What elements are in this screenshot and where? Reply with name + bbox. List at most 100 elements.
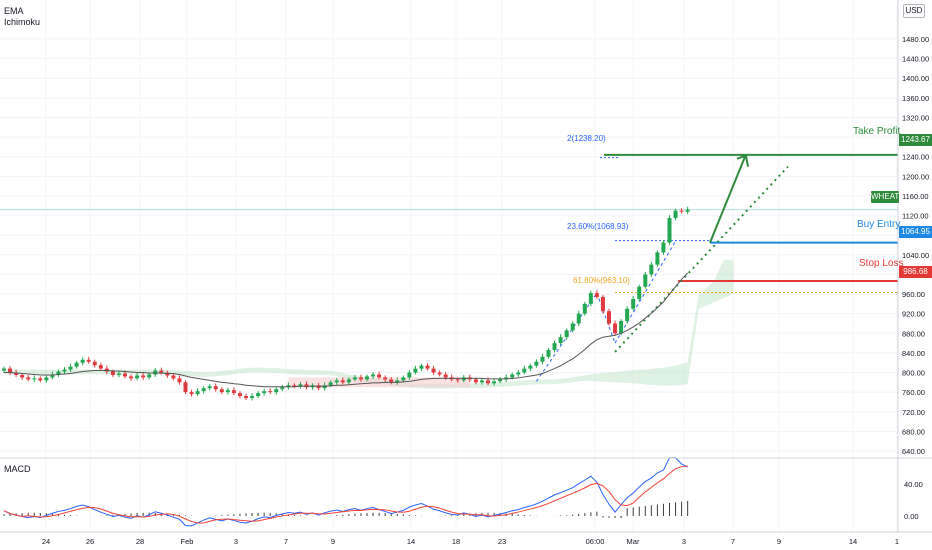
candle-body	[679, 210, 684, 212]
candles	[2, 206, 690, 401]
candle-body	[213, 386, 218, 390]
y-tick-label: 680.00	[902, 427, 925, 436]
candle-body	[473, 379, 478, 383]
candle-body	[540, 356, 545, 362]
candle-body	[129, 376, 134, 379]
ema-path	[4, 272, 689, 388]
candle-body	[661, 242, 666, 253]
candle-body	[371, 374, 376, 377]
candle-body	[110, 371, 115, 375]
candle-body	[268, 391, 273, 393]
x-tick-label: 7	[731, 537, 735, 546]
candle-body	[600, 296, 605, 312]
candle-body	[237, 393, 242, 397]
candle-body	[667, 218, 672, 243]
y-tick-label: 1440.00	[902, 55, 929, 64]
x-tick-label: 18	[452, 537, 460, 546]
candle-body	[443, 374, 448, 378]
projection-arrow	[709, 156, 746, 243]
candle-body	[123, 373, 127, 377]
candle-body	[588, 293, 593, 304]
candle-body	[86, 359, 91, 362]
candle-body	[383, 377, 388, 380]
candle-body	[334, 380, 339, 383]
candle-body	[159, 370, 164, 373]
candle-body	[619, 321, 624, 334]
x-tick-label: 28	[136, 537, 144, 546]
candle-body	[649, 264, 654, 275]
candle-body	[231, 390, 236, 394]
legend-macd[interactable]: MACD	[4, 464, 31, 474]
trade-levels	[0, 153, 898, 382]
candle-body	[425, 365, 430, 369]
macd-tick-label: 0.00	[904, 512, 919, 521]
symbol-badge: WHEATF	[871, 191, 905, 203]
candle-body	[14, 372, 19, 375]
x-tick-label: 9	[777, 537, 781, 546]
candle-body	[655, 252, 660, 265]
fib-2-label: 2(1238.20)	[567, 134, 606, 143]
y-tick-label: 1120.00	[902, 212, 929, 221]
candle-body	[135, 375, 140, 379]
candle-body	[352, 377, 357, 380]
currency-button[interactable]: USD	[903, 4, 925, 18]
y-tick-label: 1320.00	[902, 113, 929, 122]
buy-entry-label: Buy Entry	[857, 219, 901, 230]
legend-ema[interactable]: EMA	[4, 6, 24, 16]
legend-ichimoku[interactable]: Ichimoku	[4, 17, 41, 27]
candle-body	[582, 303, 587, 314]
candle-body	[395, 380, 400, 383]
candle-body	[195, 391, 200, 395]
candle-body	[358, 377, 363, 380]
x-tick-label: Mar	[627, 537, 640, 546]
candle-body	[26, 377, 31, 380]
take-profit-price-badge: 1243.67	[899, 134, 932, 146]
candle-body	[74, 362, 79, 367]
y-tick-label: 1200.00	[902, 172, 929, 181]
candle-body	[413, 368, 418, 373]
stop-loss-price-badge: 986.68	[899, 266, 932, 278]
candle-body	[498, 379, 503, 382]
candle-body	[201, 388, 206, 392]
x-tick-label: 24	[42, 537, 50, 546]
candle-body	[613, 323, 618, 334]
stop-loss-label: Stop Loss	[859, 258, 904, 269]
candle-body	[292, 385, 297, 387]
y-tick-label: 840.00	[902, 349, 925, 358]
fib-236-label: 23.60%(1068.93)	[567, 222, 629, 231]
candle-body	[607, 311, 611, 324]
candle-body	[250, 396, 255, 399]
candle-body	[20, 374, 25, 378]
y-tick-label: 1400.00	[902, 74, 929, 83]
candle-body	[528, 365, 533, 369]
candle-body	[183, 382, 188, 393]
fib-trend-3	[614, 240, 676, 344]
candle-body	[407, 372, 412, 378]
y-tick-label: 1480.00	[902, 35, 929, 44]
ichimoku-cloud-area	[4, 259, 734, 389]
candle-body	[32, 378, 37, 380]
candle-body	[631, 298, 636, 309]
candle-body	[625, 308, 630, 322]
candle-body	[189, 392, 194, 395]
candle-body	[643, 274, 648, 287]
candle-body	[50, 374, 55, 378]
candle-body	[244, 396, 248, 399]
candle-body	[516, 372, 521, 375]
signal-line	[3, 465, 688, 524]
trend-channel-line	[614, 165, 789, 353]
grid	[0, 38, 898, 452]
candle-body	[98, 365, 103, 369]
x-tick-label: 14	[407, 537, 415, 546]
candle-body	[56, 371, 61, 375]
y-tick-label: 1240.00	[902, 153, 929, 162]
y-tick-label: 1360.00	[902, 94, 929, 103]
candle-body	[576, 313, 581, 324]
y-tick-label: 880.00	[902, 329, 925, 338]
ema-line	[4, 272, 689, 388]
candle-body	[8, 368, 13, 373]
candle-body	[486, 380, 490, 384]
candle-body	[365, 376, 369, 380]
macd-line	[3, 457, 688, 527]
